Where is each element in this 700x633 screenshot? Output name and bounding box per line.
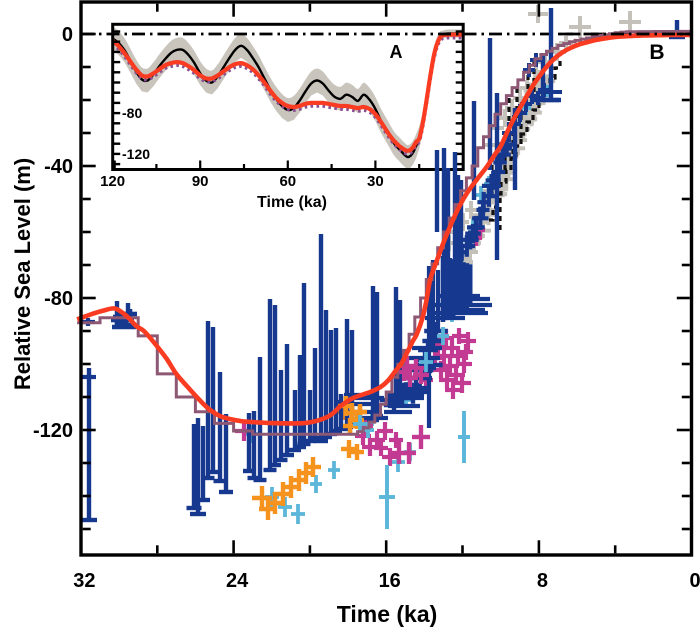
svg-text:24: 24 — [226, 570, 249, 592]
svg-text:32: 32 — [73, 570, 95, 592]
svg-text:30: 30 — [367, 173, 384, 190]
svg-text:B: B — [649, 41, 664, 64]
svg-text:120: 120 — [100, 173, 125, 190]
svg-text:Time (ka): Time (ka) — [337, 601, 438, 627]
svg-text:60: 60 — [279, 173, 296, 190]
svg-text:-80: -80 — [122, 105, 142, 121]
svg-text:-120: -120 — [122, 146, 150, 162]
svg-text:Time (ka): Time (ka) — [257, 194, 327, 211]
svg-text:0: 0 — [689, 570, 700, 592]
svg-text:-80: -80 — [44, 288, 73, 310]
svg-text:-40: -40 — [44, 156, 73, 178]
svg-text:8: 8 — [537, 570, 548, 592]
svg-text:Relative Sea Level (m): Relative Sea Level (m) — [10, 158, 35, 390]
svg-text:A: A — [390, 42, 403, 62]
svg-text:-120: -120 — [33, 420, 73, 442]
svg-text:16: 16 — [379, 570, 401, 592]
svg-text:0: 0 — [62, 24, 73, 46]
svg-text:90: 90 — [192, 173, 209, 190]
